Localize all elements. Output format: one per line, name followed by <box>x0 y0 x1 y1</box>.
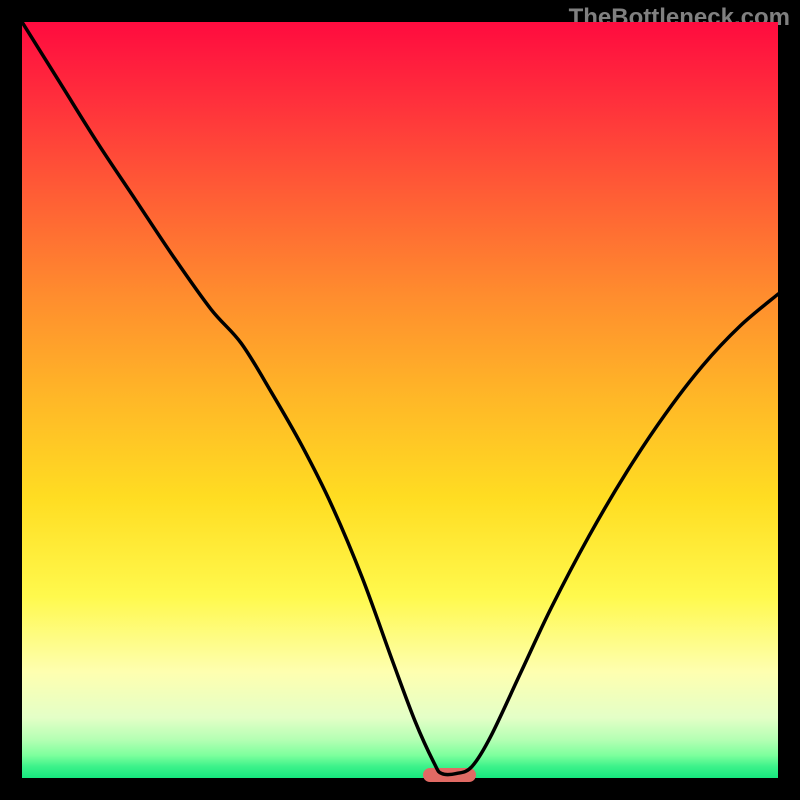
curve-path <box>22 22 778 775</box>
chart-frame: TheBottleneck.com <box>0 0 800 800</box>
plot-area <box>22 22 778 778</box>
bottleneck-curve <box>22 22 778 778</box>
